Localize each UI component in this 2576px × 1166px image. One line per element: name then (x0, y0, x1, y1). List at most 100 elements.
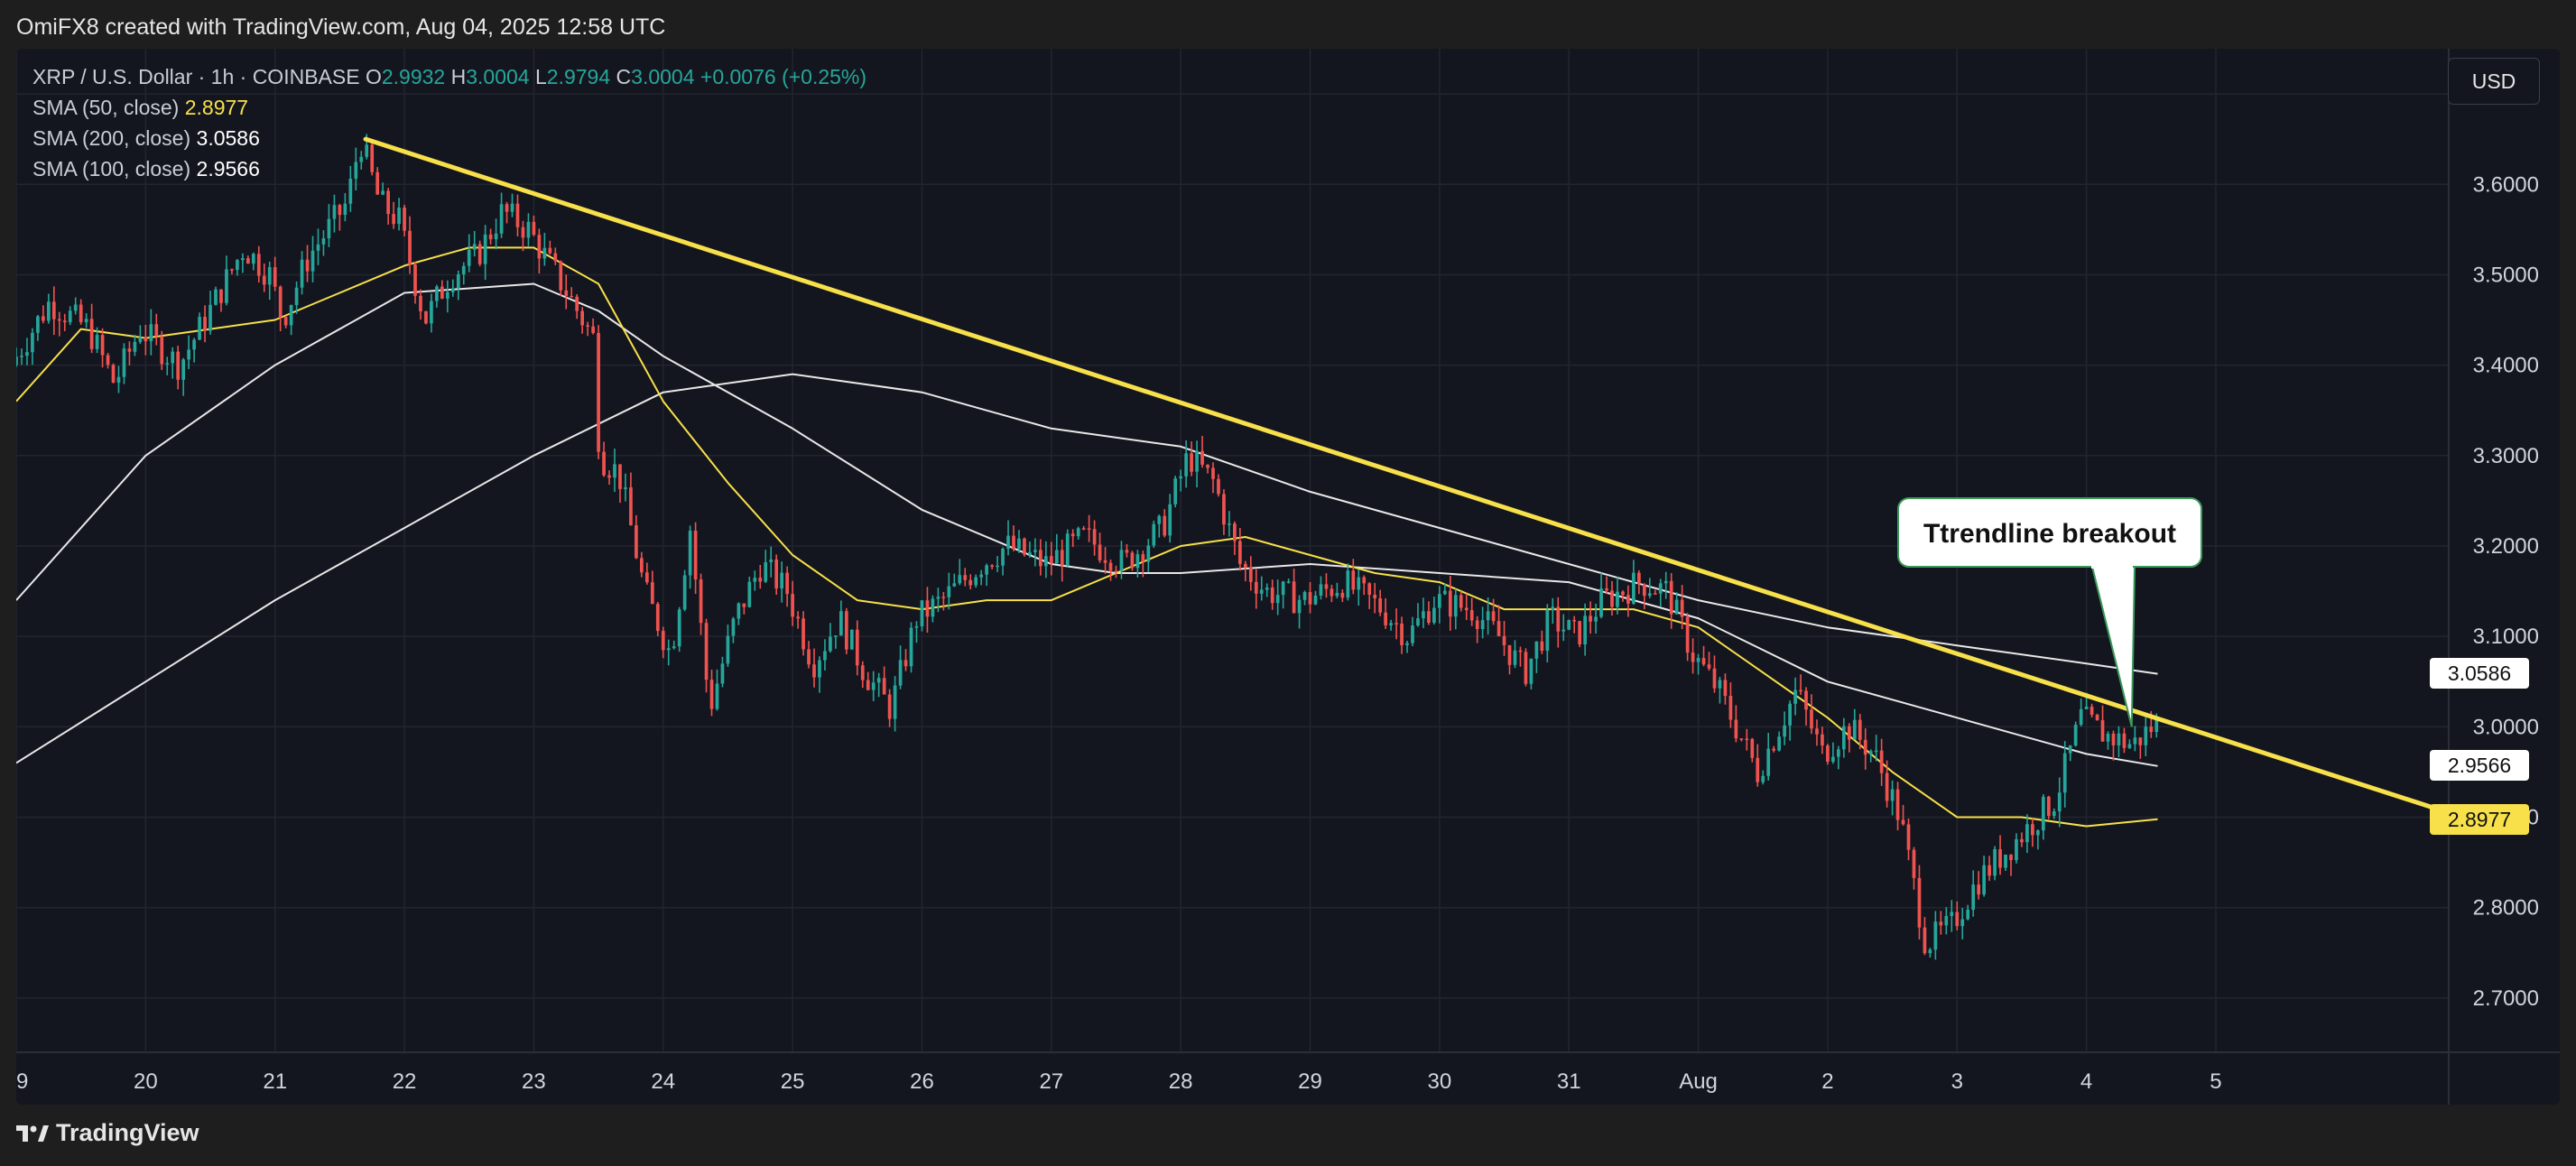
sma50-row[interactable]: SMA (50, close) 2.8977 (32, 92, 866, 123)
candle-body (1400, 623, 1404, 645)
candle-body (392, 214, 395, 225)
candle-body (1308, 592, 1312, 605)
candle-body (1988, 865, 1991, 876)
tradingview-logo-icon (16, 1124, 49, 1142)
callout-text: Ttrendline breakout (1923, 519, 2176, 549)
candle-body (2111, 733, 2116, 745)
candle-body (2084, 707, 2089, 709)
candle-body (1228, 523, 1231, 525)
candle-body (327, 218, 331, 238)
candle-body (1772, 748, 1776, 751)
candle-body (1971, 884, 1976, 911)
candle-body (1821, 734, 1824, 746)
candle-body (963, 575, 968, 580)
y-tick-label: 3.5000 (2473, 263, 2539, 287)
candle-body (661, 631, 665, 651)
candle-body (1496, 621, 1501, 636)
candle-body (25, 352, 29, 356)
candle-body (1211, 467, 1215, 479)
candle-body (769, 559, 774, 562)
callout-box (1897, 497, 2202, 568)
candle-body (100, 335, 105, 356)
candle-body (682, 575, 687, 610)
candle-body (532, 221, 536, 236)
candle-body (1939, 921, 1943, 926)
currency-button[interactable]: USD (2448, 58, 2540, 105)
candle-body (2073, 725, 2078, 746)
footer-brand[interactable]: TradingView (16, 1119, 199, 1147)
candle-body (1572, 620, 1577, 622)
candle-body (936, 597, 941, 599)
candle-body (1691, 652, 1695, 662)
candle-body (1448, 590, 1452, 617)
candle-body (920, 600, 924, 626)
price-chart[interactable]: 2.70002.80002.90003.00003.10003.20003.30… (16, 49, 2560, 1105)
sma100-row[interactable]: SMA (100, close) 2.9566 (32, 153, 866, 184)
y-tick-label: 3.6000 (2473, 172, 2539, 197)
x-tick-label: 25 (781, 1069, 805, 1094)
candle-body (1163, 515, 1167, 536)
candle-body (591, 326, 595, 333)
candle-body (1669, 580, 1673, 615)
candle-body (375, 171, 380, 195)
candle-body (677, 609, 681, 647)
candle-body (903, 660, 908, 667)
candle-body (834, 635, 838, 637)
candle-body (1998, 849, 2002, 868)
candle-body (521, 227, 525, 238)
y-tick-label: 3.4000 (2473, 354, 2539, 378)
candle-body (1895, 789, 1900, 820)
sma200-row[interactable]: SMA (200, close) 3.0586 (32, 123, 866, 153)
candle-body (283, 317, 288, 326)
candle-body (1422, 611, 1425, 619)
candle-body (1254, 581, 1258, 594)
candle-body (95, 335, 99, 349)
candle-body (1411, 625, 1414, 643)
candle-body (515, 203, 520, 227)
candle-body (774, 559, 779, 589)
candle-body (726, 635, 730, 664)
sma100-line (16, 282, 2158, 767)
candle-body (629, 487, 633, 526)
candle-body (1874, 750, 1878, 753)
candle-body (1092, 529, 1097, 545)
x-tick-label: 27 (1039, 1069, 1063, 1094)
candle-body (359, 156, 364, 162)
candle-body (2004, 855, 2007, 868)
ohlc-row: XRP / U.S. Dollar · 1h · COINBASE O2.993… (32, 61, 866, 92)
candle-body (1432, 607, 1436, 624)
candle-body (580, 310, 585, 326)
candle-body (1135, 554, 1140, 569)
candle-body (1701, 658, 1706, 665)
candle-body (1837, 749, 1840, 757)
candle-body (1480, 620, 1485, 630)
candle-body (704, 623, 709, 680)
chart-panel[interactable]: 2.70002.80002.90003.00003.10003.20003.30… (16, 49, 2560, 1105)
sma50-price-tag: 2.8977 (2430, 804, 2529, 835)
candle-body (51, 301, 56, 319)
candle-body (2127, 744, 2132, 748)
candle-body (413, 264, 417, 296)
candle-body (289, 305, 293, 326)
candle-body (1200, 450, 1204, 465)
x-tick-label: 28 (1169, 1069, 1193, 1094)
candle-body (1125, 550, 1129, 553)
trendline (363, 136, 2451, 816)
candle-body (839, 611, 843, 636)
candle-body (46, 301, 51, 321)
candle-body (1545, 609, 1550, 652)
candle-body (1917, 877, 1922, 928)
candle-body (1103, 560, 1107, 563)
candle-body (273, 267, 277, 287)
candle-body (1469, 610, 1474, 621)
candle-body (996, 565, 999, 568)
candle-body (1712, 668, 1717, 689)
symbol-label[interactable]: XRP / U.S. Dollar · 1h · COINBASE (32, 65, 360, 88)
candle-body (241, 258, 245, 261)
candle-body (1076, 528, 1080, 537)
candle-body (818, 660, 821, 678)
candle-body (1793, 689, 1797, 704)
candle-body (1863, 739, 1867, 755)
candle-body (624, 487, 627, 489)
candle-body (20, 356, 23, 357)
